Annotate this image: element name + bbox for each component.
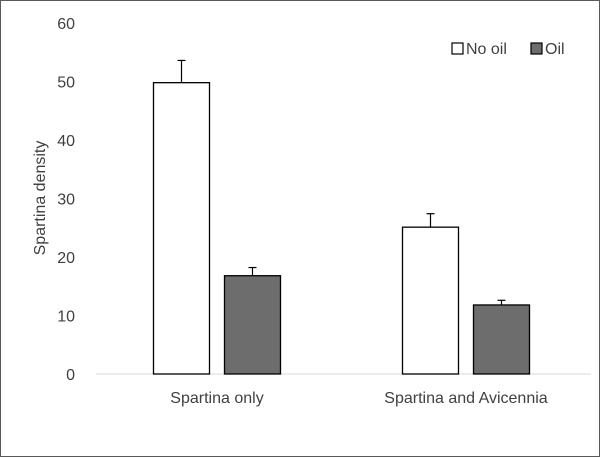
y-tick-label: 30 [57,192,75,209]
y-tick-label: 40 [57,133,75,150]
y-tick-label: 10 [57,309,75,326]
y-tick-label: 20 [57,250,75,267]
x-category-label: Spartina only [170,390,263,407]
bar-oil [472,304,531,375]
legend-swatch [451,42,464,55]
y-axis-ticks: 0 10 20 30 40 50 60 [57,16,75,384]
bar-series [152,59,531,375]
bar-no-oil [152,82,211,375]
bar-no-oil [401,226,460,375]
y-tick-label: 0 [66,367,75,384]
y-tick-label: 50 [57,75,75,92]
legend-swatch [530,42,543,55]
y-axis-title: Spartina density [32,141,49,256]
category-labels: Spartina only Spartina and Avicennia [170,390,547,407]
legend: No oil Oil [451,41,565,58]
legend-label: Oil [545,41,565,58]
x-category-label: Spartina and Avicennia [384,390,547,407]
bar-oil [223,275,282,375]
y-tick-label: 60 [57,16,75,33]
legend-label: No oil [466,41,507,58]
